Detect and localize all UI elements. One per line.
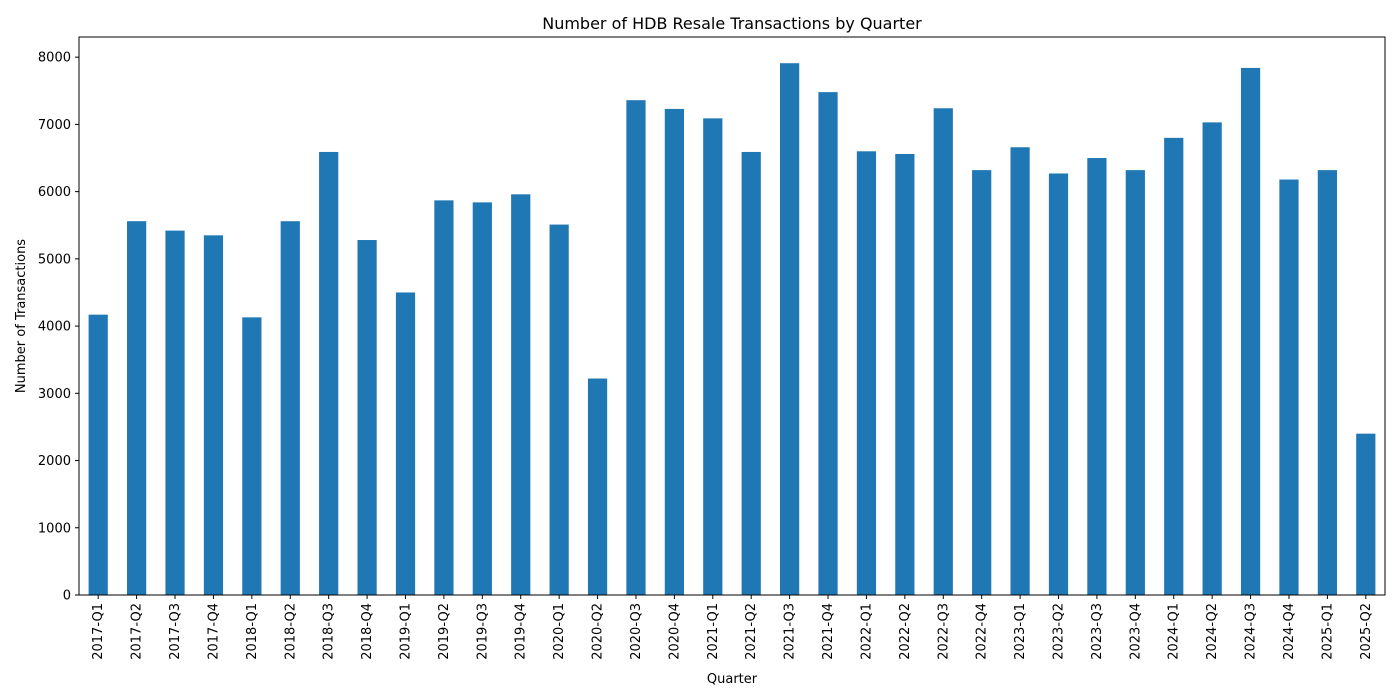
x-tick-label: 2021-Q1 [706, 603, 721, 660]
bar-2025-Q2 [1356, 433, 1376, 595]
y-tick-label: 3000 [38, 387, 71, 402]
x-tick-label: 2019-Q3 [475, 603, 490, 660]
x-tick-label: 2023-Q3 [1090, 603, 1105, 660]
x-axis-title: Quarter [707, 672, 758, 687]
plot-frame [78, 36, 1386, 596]
y-tick-label: 6000 [38, 185, 71, 200]
y-tick-label: 0 [63, 589, 71, 604]
x-tick-label: 2017-Q4 [206, 603, 221, 660]
bar-2022-Q2 [895, 153, 915, 595]
bar-2022-Q4 [972, 170, 992, 595]
bar-2018-Q4 [357, 240, 377, 596]
bar-2024-Q2 [1202, 122, 1222, 595]
bar-2018-Q1 [242, 317, 262, 595]
x-tick-label: 2024-Q1 [1167, 603, 1182, 660]
bar-2023-Q4 [1125, 170, 1145, 595]
y-tick-label: 4000 [38, 320, 71, 335]
bar-2019-Q3 [472, 202, 492, 596]
bar-2017-Q2 [127, 221, 147, 596]
x-tick-label: 2021-Q3 [783, 603, 798, 660]
chart-title: Number of HDB Resale Transactions by Qua… [542, 14, 922, 33]
x-tick-label: 2021-Q4 [821, 603, 836, 660]
x-tick-label: 2024-Q4 [1282, 603, 1297, 660]
x-axis-ticks: 2017-Q1 2017-Q2 2017-Q3 2017-Q4 2018-Q1 2018-… [91, 595, 1374, 660]
x-tick-label: 2019-Q1 [399, 603, 414, 660]
x-tick-label: 2018-Q3 [322, 603, 337, 660]
bar-2021-Q1 [703, 118, 723, 595]
bar-2017-Q4 [203, 235, 224, 595]
x-tick-label: 2017-Q3 [168, 603, 183, 660]
bar-2022-Q1 [856, 151, 877, 595]
x-tick-label: 2018-Q4 [360, 603, 375, 660]
x-tick-label: 2021-Q2 [744, 603, 759, 660]
bar-2020-Q1 [549, 224, 569, 596]
x-tick-label: 2019-Q2 [437, 603, 452, 660]
x-tick-label: 2024-Q3 [1244, 603, 1259, 660]
x-tick-label: 2024-Q2 [1205, 603, 1220, 660]
bar-2025-Q1 [1317, 170, 1337, 595]
bar-2018-Q3 [319, 151, 339, 596]
bar-2020-Q3 [626, 100, 646, 595]
x-tick-label: 2020-Q3 [629, 603, 644, 660]
y-tick-label: 1000 [38, 521, 71, 536]
x-tick-label: 2020-Q4 [667, 603, 682, 660]
y-tick-label: 5000 [38, 252, 71, 267]
bar-2021-Q2 [741, 151, 761, 596]
x-tick-label: 2017-Q2 [130, 603, 145, 660]
bar-2022-Q3 [933, 108, 953, 596]
bar-2017-Q3 [165, 230, 185, 596]
x-tick-label: 2023-Q1 [1013, 603, 1028, 660]
x-tick-label: 2022-Q3 [936, 603, 951, 660]
y-tick-label: 8000 [38, 51, 71, 66]
bar-2017-Q1 [88, 314, 108, 595]
x-tick-label: 2019-Q4 [514, 603, 529, 660]
bar-2020-Q4 [664, 108, 684, 595]
x-tick-label: 2023-Q2 [1052, 603, 1067, 660]
bar-2023-Q2 [1048, 173, 1069, 595]
x-tick-label: 2022-Q2 [898, 603, 913, 660]
x-tick-label: 2020-Q2 [591, 603, 606, 660]
bar-2019-Q4 [511, 194, 531, 595]
bar-2021-Q4 [818, 92, 838, 595]
bar-2020-Q2 [587, 378, 608, 595]
bar-2023-Q1 [1010, 147, 1030, 595]
bar-2018-Q2 [280, 221, 300, 596]
x-tick-label: 2020-Q1 [552, 603, 567, 660]
x-tick-label: 2017-Q1 [91, 603, 106, 660]
bars-group [88, 63, 1376, 596]
x-tick-label: 2025-Q2 [1359, 603, 1374, 660]
bar-2024-Q4 [1279, 179, 1299, 595]
bar-2021-Q3 [780, 63, 800, 595]
x-tick-label: 2023-Q4 [1128, 603, 1143, 660]
bar-2024-Q1 [1164, 137, 1184, 595]
x-tick-label: 2022-Q1 [859, 603, 874, 660]
y-tick-label: 7000 [38, 118, 71, 133]
y-axis-ticks: 0 1000 2000 3000 4000 5000 6000 7000 8000 [38, 51, 79, 604]
y-axis-title: Number of Transactions [14, 239, 29, 393]
bar-2024-Q3 [1240, 67, 1261, 596]
x-tick-label: 2018-Q2 [283, 603, 298, 660]
bar-2023-Q3 [1087, 158, 1107, 595]
x-tick-label: 2022-Q4 [975, 603, 990, 660]
bar-2019-Q1 [395, 292, 416, 595]
x-tick-label: 2025-Q1 [1320, 603, 1335, 660]
x-tick-label: 2018-Q1 [245, 603, 260, 660]
y-tick-label: 2000 [38, 454, 71, 469]
bar-2019-Q2 [434, 200, 454, 595]
